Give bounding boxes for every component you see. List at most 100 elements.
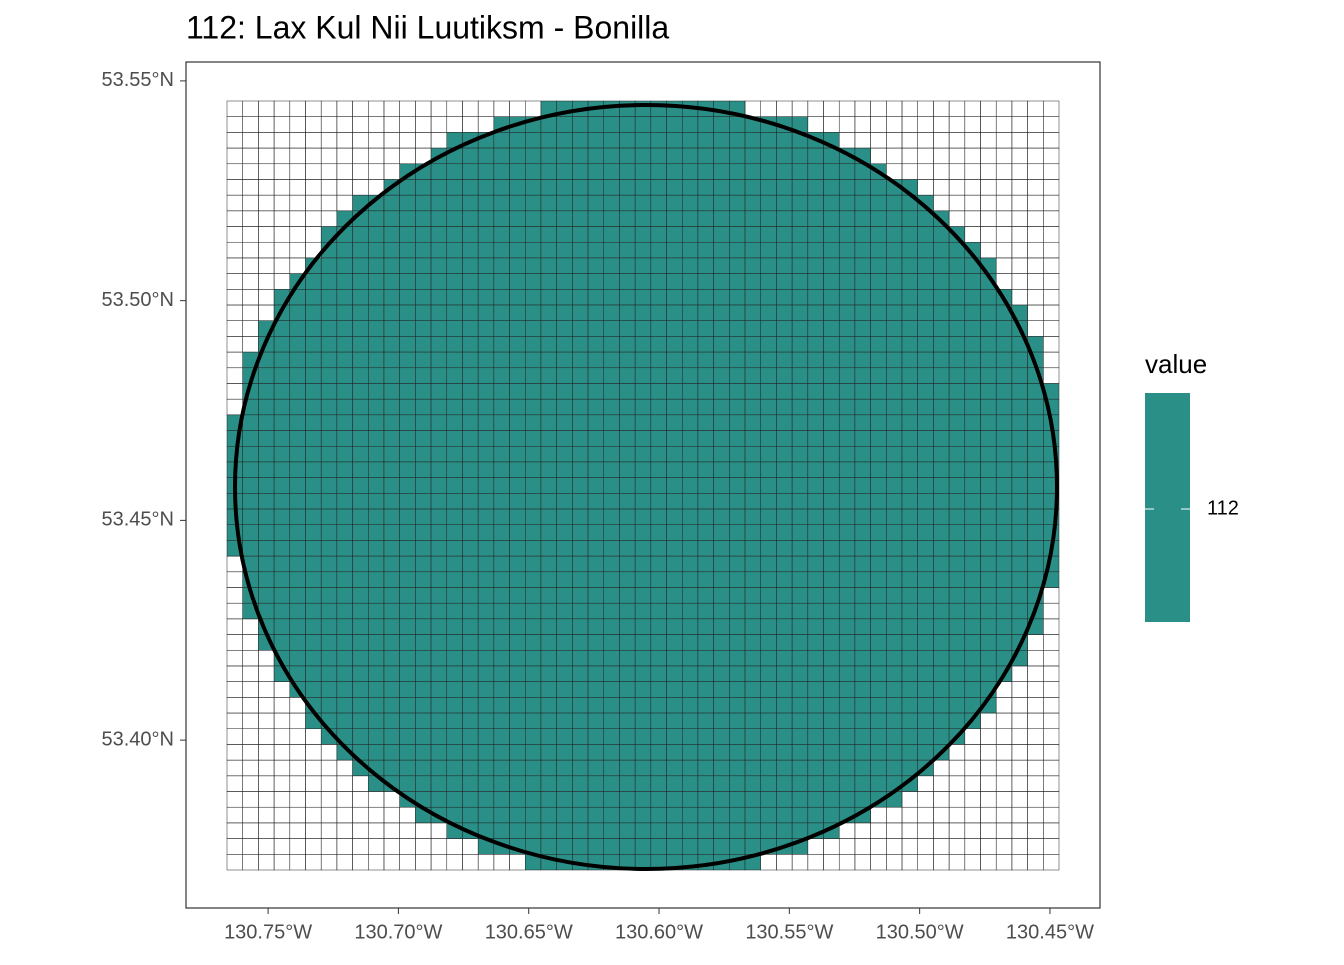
empty-cell	[995, 791, 1013, 808]
empty-cell	[242, 681, 259, 698]
empty-cell	[1011, 854, 1028, 871]
cell	[933, 336, 950, 353]
cell	[1011, 461, 1028, 478]
empty-cell	[242, 163, 259, 180]
cell	[681, 273, 699, 290]
cell	[1011, 398, 1028, 416]
cell	[948, 618, 966, 635]
cell	[791, 398, 809, 416]
empty-cell	[980, 179, 997, 196]
cell	[509, 289, 526, 306]
cell	[242, 508, 259, 525]
empty-cell	[995, 697, 1013, 714]
cell	[964, 665, 981, 682]
cell	[399, 477, 416, 494]
cell	[477, 179, 495, 196]
cell	[273, 493, 291, 510]
cell	[760, 446, 777, 463]
cell	[713, 744, 730, 761]
cell	[477, 383, 495, 400]
cell	[838, 634, 856, 651]
cell	[650, 398, 667, 416]
cell	[525, 665, 542, 682]
cell	[336, 665, 353, 682]
empty-cell	[1043, 210, 1060, 227]
cell	[415, 257, 432, 274]
cell	[525, 304, 542, 321]
cell	[273, 414, 291, 431]
cell	[477, 791, 495, 808]
cell	[980, 634, 997, 651]
cell	[901, 320, 918, 337]
cell	[493, 477, 510, 494]
cell	[399, 194, 416, 212]
cell	[760, 132, 777, 149]
empty-cell	[1043, 289, 1060, 306]
cell	[540, 555, 557, 573]
cell	[352, 430, 369, 447]
cell	[572, 336, 589, 353]
cell	[415, 555, 432, 573]
cell	[650, 508, 667, 525]
cell	[525, 257, 542, 274]
cell	[807, 493, 824, 510]
cell	[556, 477, 573, 494]
cell	[995, 571, 1013, 588]
cell	[1027, 524, 1044, 541]
empty-cell	[1027, 634, 1044, 651]
cell	[823, 414, 840, 431]
cell	[493, 806, 510, 824]
empty-cell	[368, 854, 385, 871]
cell	[729, 634, 746, 651]
cell	[399, 493, 416, 510]
empty-cell	[320, 116, 338, 133]
cell	[587, 241, 605, 259]
cell	[870, 634, 887, 651]
cell	[493, 132, 510, 149]
cell	[634, 461, 652, 478]
empty-cell	[838, 854, 856, 871]
cell	[587, 367, 605, 384]
cell	[493, 351, 510, 369]
empty-cell	[430, 822, 448, 839]
empty-cell	[1043, 759, 1060, 777]
cell	[729, 602, 746, 620]
empty-cell	[305, 822, 322, 839]
empty-cell	[226, 304, 243, 321]
cell	[713, 320, 730, 337]
cell	[305, 524, 322, 541]
empty-cell	[1027, 210, 1044, 227]
cell	[509, 351, 526, 369]
cell	[603, 822, 620, 839]
cell	[744, 289, 761, 306]
cell	[681, 838, 699, 855]
cell	[572, 132, 589, 149]
empty-cell	[964, 759, 981, 777]
cell	[980, 336, 997, 353]
cell	[823, 540, 840, 557]
cell	[540, 493, 557, 510]
cell	[838, 571, 856, 588]
cell	[336, 697, 353, 714]
cell	[666, 383, 683, 400]
cell	[430, 493, 448, 510]
cell	[807, 712, 824, 730]
cell	[838, 446, 856, 463]
cell	[650, 759, 667, 777]
cell	[430, 289, 448, 306]
cell	[242, 524, 259, 541]
cell	[587, 398, 605, 416]
cell	[933, 508, 950, 525]
cell	[901, 430, 918, 447]
cell	[572, 540, 589, 557]
cell	[666, 398, 683, 416]
cell	[399, 273, 416, 290]
cell	[760, 351, 777, 369]
cell	[1011, 383, 1028, 400]
cell	[697, 602, 714, 620]
cell	[697, 508, 714, 525]
empty-cell	[242, 257, 259, 274]
cell	[886, 446, 903, 463]
cell	[697, 744, 714, 761]
cell	[352, 540, 369, 557]
